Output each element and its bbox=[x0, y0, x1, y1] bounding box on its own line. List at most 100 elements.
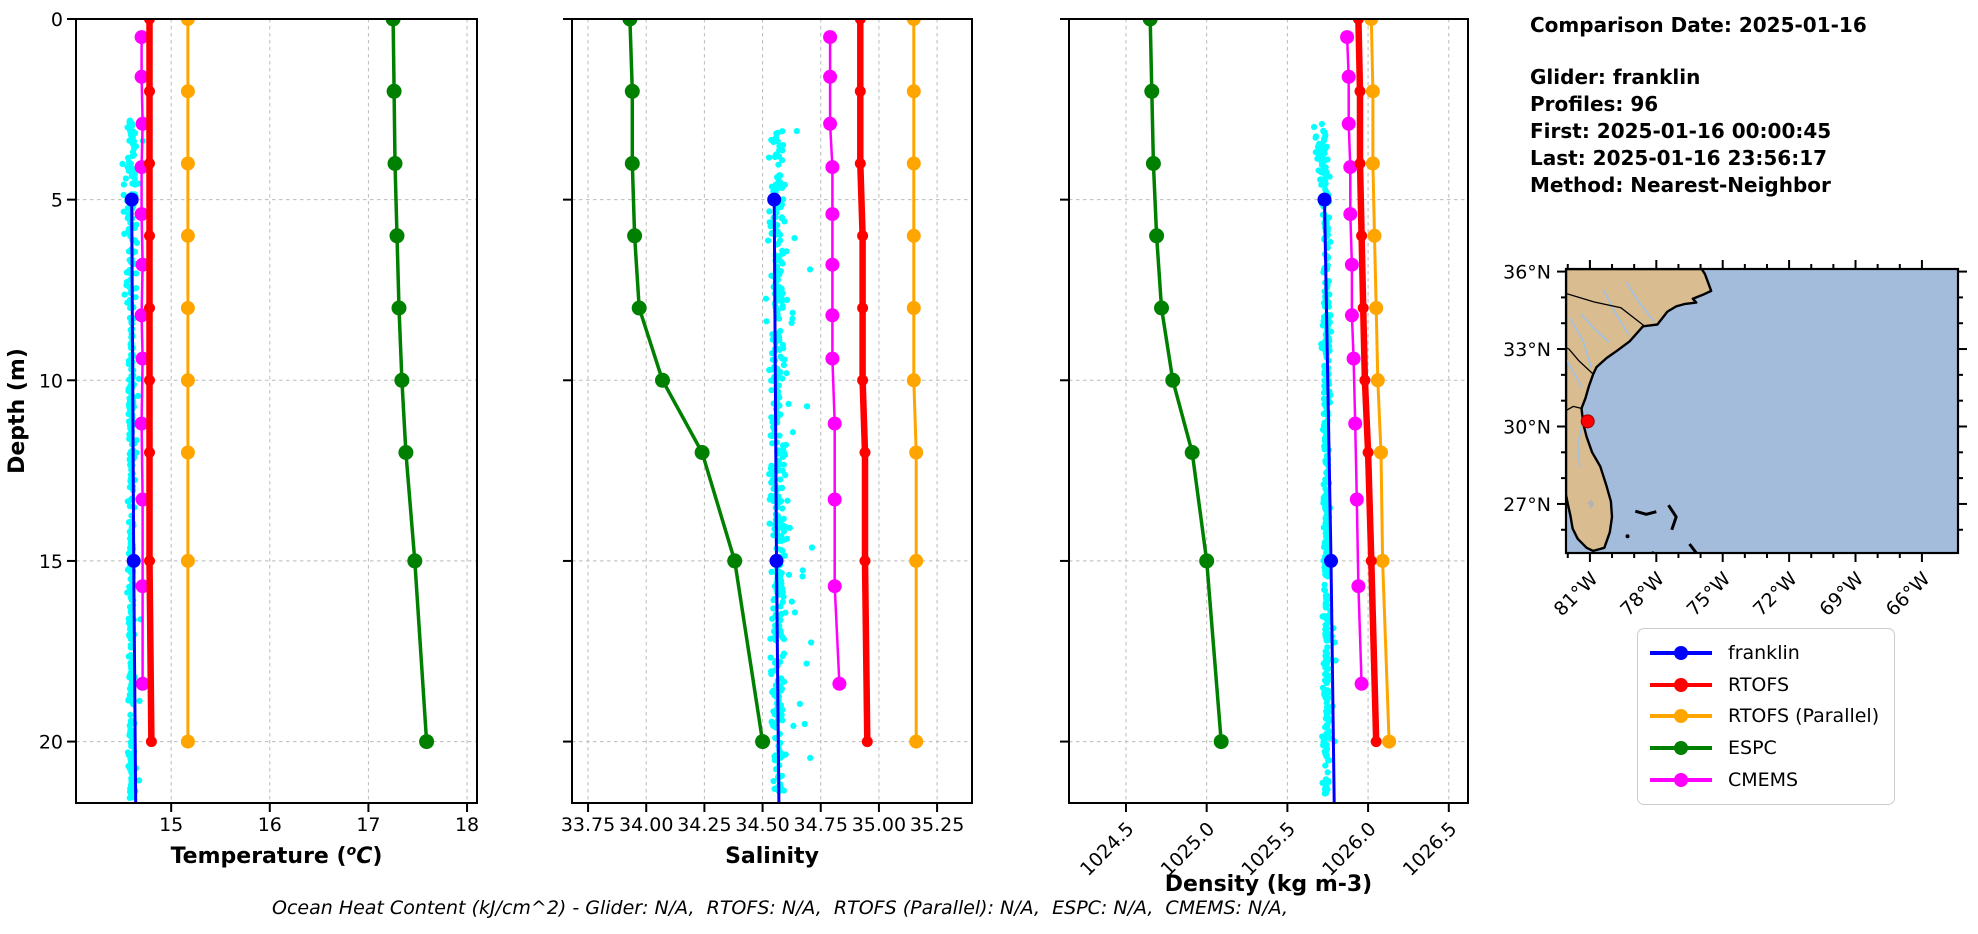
scatter-dot bbox=[1320, 127, 1327, 134]
series-marker bbox=[854, 19, 866, 25]
river bbox=[1566, 358, 1583, 389]
series-marker bbox=[1370, 373, 1385, 388]
series-marker bbox=[180, 734, 195, 749]
series-rtofs bbox=[144, 19, 157, 748]
scatter-dot bbox=[780, 593, 787, 600]
series-marker bbox=[389, 228, 405, 244]
state-border bbox=[1566, 405, 1582, 412]
scatter-dot bbox=[766, 496, 773, 503]
scatter-dot bbox=[126, 765, 134, 773]
series-marker bbox=[909, 553, 924, 568]
scatter-dot bbox=[771, 721, 778, 728]
legend-label: RTOFS bbox=[1728, 673, 1790, 696]
series-marker bbox=[180, 553, 195, 568]
scatter-dot bbox=[776, 252, 783, 260]
scatter-dot bbox=[124, 154, 132, 161]
scatter-dot bbox=[127, 711, 134, 719]
series-marker bbox=[1364, 19, 1379, 26]
scatter-dot bbox=[779, 260, 786, 267]
series-marker bbox=[1356, 230, 1368, 242]
scatter-dot bbox=[808, 544, 816, 551]
x-tick-label: 34.75 bbox=[794, 814, 848, 836]
series-marker bbox=[857, 302, 869, 314]
scatter-dot bbox=[1321, 435, 1328, 442]
scatter-dot bbox=[1323, 637, 1330, 644]
series-marker bbox=[1348, 416, 1363, 431]
scatter-dot bbox=[762, 295, 770, 302]
series-marker bbox=[1370, 736, 1382, 748]
scatter-dot bbox=[775, 334, 783, 341]
scatter-dot bbox=[777, 603, 784, 610]
axes-frame bbox=[1068, 18, 1469, 804]
series-franklin bbox=[124, 192, 141, 803]
map-frame bbox=[1564, 267, 1960, 555]
scatter-dot bbox=[128, 740, 135, 747]
profile-plots-svg: 15 16 17 18 0 5 10 15 20 Temperature (oC) Depth (m… bbox=[5, 9, 1469, 897]
series-marker bbox=[394, 372, 410, 388]
scatter-dot bbox=[1323, 656, 1330, 663]
scatter-dot bbox=[133, 449, 140, 456]
scatter-dot bbox=[1321, 443, 1328, 450]
series-marker bbox=[144, 555, 155, 567]
scatter-dot bbox=[128, 753, 135, 760]
scatter-dot bbox=[779, 453, 787, 460]
series-marker bbox=[906, 156, 921, 171]
series-marker bbox=[385, 19, 401, 27]
scatter-dot bbox=[119, 160, 126, 167]
scatter-dot bbox=[1322, 740, 1329, 747]
legend-marker-sample bbox=[1674, 709, 1688, 724]
legend-item-cmems: CMEMS bbox=[1650, 769, 1882, 791]
lon-tick-label: 66°W bbox=[1882, 568, 1935, 621]
scatter-dot bbox=[1321, 377, 1328, 384]
legend-marker-sample bbox=[1674, 645, 1688, 660]
scatter-dot bbox=[120, 191, 127, 199]
scatter-dot bbox=[776, 368, 784, 376]
series-marker bbox=[1144, 83, 1160, 99]
series-marker bbox=[769, 553, 784, 568]
scatter-dot bbox=[1322, 648, 1329, 655]
scatter-dot bbox=[1324, 769, 1331, 776]
y-tick-label: 15 bbox=[39, 551, 63, 573]
scatter-dot bbox=[771, 711, 779, 718]
series-marker bbox=[1382, 734, 1397, 749]
scatter-dot bbox=[127, 623, 134, 630]
scatter-dot bbox=[1321, 581, 1328, 588]
scatter-dot bbox=[784, 296, 791, 303]
x-tick-label: 34.50 bbox=[735, 814, 789, 836]
legend-marker-sample bbox=[1674, 773, 1688, 788]
scatter-dot bbox=[1321, 587, 1329, 594]
scatter-dot bbox=[776, 284, 783, 291]
series-marker bbox=[827, 492, 842, 507]
scatter-dot bbox=[768, 568, 775, 576]
scatter-dot bbox=[767, 654, 774, 661]
scatter-dot bbox=[780, 361, 788, 369]
scatter-dot bbox=[779, 585, 786, 592]
scatter-dot bbox=[775, 269, 783, 276]
series-marker bbox=[755, 734, 771, 750]
scatter-dot bbox=[1318, 120, 1325, 128]
scatter-dot bbox=[766, 208, 773, 215]
ocean-heat-content-caption: Ocean Heat Content (kJ/cm^2) - Glider: N… bbox=[272, 897, 1288, 919]
scatter-dot bbox=[1322, 614, 1329, 621]
scatter-dot bbox=[131, 175, 138, 182]
series-marker bbox=[1142, 19, 1158, 27]
scatter-dot bbox=[777, 476, 784, 483]
axis-ticks bbox=[563, 18, 939, 812]
x-tick-label: 34.25 bbox=[677, 814, 731, 836]
lake-okeechobee bbox=[1587, 499, 1595, 510]
legend-item-rtofs: RTOFS bbox=[1650, 674, 1882, 696]
legend-swatch bbox=[1650, 709, 1712, 724]
scatter-dot bbox=[1322, 145, 1329, 152]
legend-item-franklin: franklin bbox=[1650, 642, 1882, 664]
scatter-dot bbox=[123, 269, 130, 276]
series-marker bbox=[627, 228, 643, 244]
series-marker bbox=[1365, 84, 1380, 99]
scatter-dot bbox=[768, 377, 775, 384]
scatter-dot bbox=[782, 609, 789, 616]
series-marker bbox=[1343, 207, 1358, 222]
glider-position-marker bbox=[1580, 414, 1595, 429]
scatter-dot bbox=[779, 375, 786, 382]
scatter-dot bbox=[783, 248, 790, 255]
scatter-dot bbox=[1322, 180, 1329, 187]
